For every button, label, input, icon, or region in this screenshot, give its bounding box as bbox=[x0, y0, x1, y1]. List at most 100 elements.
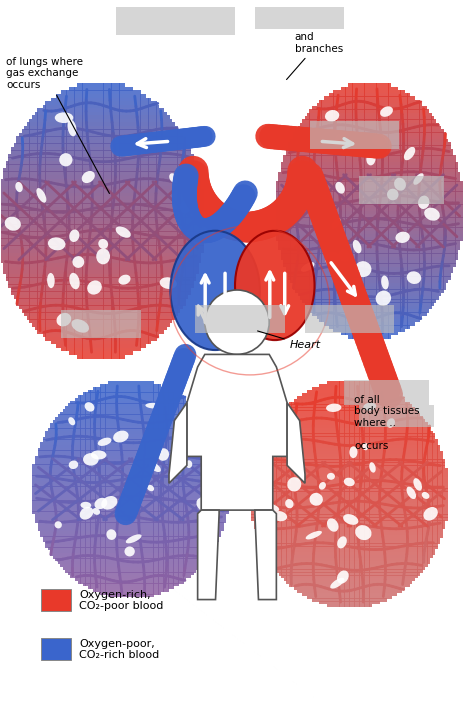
Bar bbox=[372, 286, 374, 290]
Bar bbox=[135, 122, 138, 126]
Bar bbox=[175, 273, 178, 278]
Bar bbox=[301, 497, 304, 501]
Bar bbox=[319, 523, 322, 526]
Bar bbox=[133, 140, 136, 144]
Bar bbox=[402, 497, 405, 501]
Bar bbox=[383, 86, 386, 90]
Bar bbox=[191, 175, 193, 178]
Bar bbox=[117, 316, 119, 320]
Bar bbox=[355, 523, 357, 526]
Bar bbox=[369, 146, 372, 149]
Bar bbox=[148, 122, 151, 126]
Bar bbox=[456, 198, 458, 201]
Bar bbox=[264, 439, 266, 443]
Bar bbox=[392, 486, 395, 488]
Bar bbox=[16, 295, 19, 298]
Bar bbox=[68, 437, 71, 440]
Bar bbox=[299, 425, 302, 428]
Bar bbox=[311, 408, 314, 411]
Bar bbox=[417, 413, 420, 416]
Bar bbox=[271, 532, 274, 535]
Bar bbox=[319, 257, 322, 260]
Bar bbox=[93, 126, 96, 129]
Bar bbox=[405, 511, 408, 515]
Bar bbox=[460, 237, 463, 241]
Bar bbox=[282, 436, 284, 439]
Bar bbox=[110, 526, 113, 528]
Bar bbox=[337, 529, 339, 532]
Bar bbox=[173, 486, 176, 490]
Bar bbox=[98, 122, 101, 126]
Bar bbox=[269, 526, 272, 529]
Bar bbox=[424, 149, 427, 152]
Bar bbox=[85, 298, 88, 302]
Bar bbox=[80, 231, 82, 235]
Bar bbox=[162, 126, 164, 129]
Bar bbox=[98, 151, 101, 154]
Bar bbox=[148, 409, 151, 412]
Bar bbox=[317, 451, 319, 454]
Bar bbox=[117, 323, 119, 327]
Bar bbox=[151, 542, 154, 545]
Bar bbox=[179, 437, 181, 440]
Bar bbox=[183, 144, 186, 147]
Bar bbox=[386, 221, 389, 224]
Bar bbox=[45, 439, 48, 443]
Bar bbox=[158, 511, 161, 514]
Bar bbox=[204, 473, 206, 476]
Bar bbox=[101, 273, 104, 278]
Bar bbox=[83, 420, 86, 423]
Bar bbox=[340, 198, 343, 201]
Bar bbox=[419, 142, 422, 146]
Bar bbox=[301, 413, 304, 416]
Bar bbox=[21, 207, 24, 211]
Bar bbox=[412, 280, 415, 283]
Bar bbox=[183, 456, 186, 459]
Bar bbox=[343, 188, 346, 191]
Bar bbox=[109, 104, 111, 109]
Bar bbox=[359, 416, 362, 419]
Bar bbox=[135, 302, 138, 306]
Bar bbox=[136, 592, 138, 595]
Bar bbox=[395, 500, 397, 503]
Bar bbox=[72, 288, 74, 291]
Bar bbox=[362, 468, 365, 471]
Bar bbox=[352, 384, 355, 388]
Bar bbox=[458, 178, 460, 182]
Bar bbox=[55, 423, 58, 426]
Bar bbox=[334, 436, 337, 439]
Bar bbox=[337, 398, 339, 402]
Bar bbox=[111, 193, 114, 196]
Bar bbox=[348, 224, 350, 228]
Bar bbox=[382, 508, 385, 512]
Bar bbox=[119, 231, 122, 235]
Bar bbox=[438, 198, 441, 201]
Bar bbox=[110, 403, 113, 406]
Bar bbox=[153, 426, 156, 428]
Bar bbox=[140, 101, 143, 105]
Bar bbox=[70, 514, 73, 517]
Bar bbox=[175, 306, 178, 309]
Bar bbox=[319, 488, 322, 491]
Bar bbox=[96, 319, 99, 323]
Bar bbox=[159, 136, 162, 140]
Bar bbox=[148, 384, 151, 387]
Bar bbox=[14, 147, 17, 151]
Bar bbox=[295, 139, 298, 143]
Bar bbox=[370, 413, 372, 416]
Bar bbox=[374, 543, 377, 546]
Bar bbox=[72, 224, 74, 228]
Bar bbox=[35, 228, 37, 232]
Bar bbox=[314, 152, 317, 156]
Bar bbox=[337, 604, 339, 608]
Bar bbox=[66, 94, 69, 98]
Bar bbox=[101, 302, 104, 306]
Bar bbox=[376, 181, 379, 185]
Bar bbox=[336, 155, 338, 159]
Bar bbox=[82, 326, 85, 331]
Bar bbox=[365, 159, 367, 162]
Bar bbox=[173, 533, 176, 536]
Bar bbox=[307, 237, 310, 241]
Bar bbox=[380, 390, 383, 393]
Bar bbox=[319, 477, 322, 480]
